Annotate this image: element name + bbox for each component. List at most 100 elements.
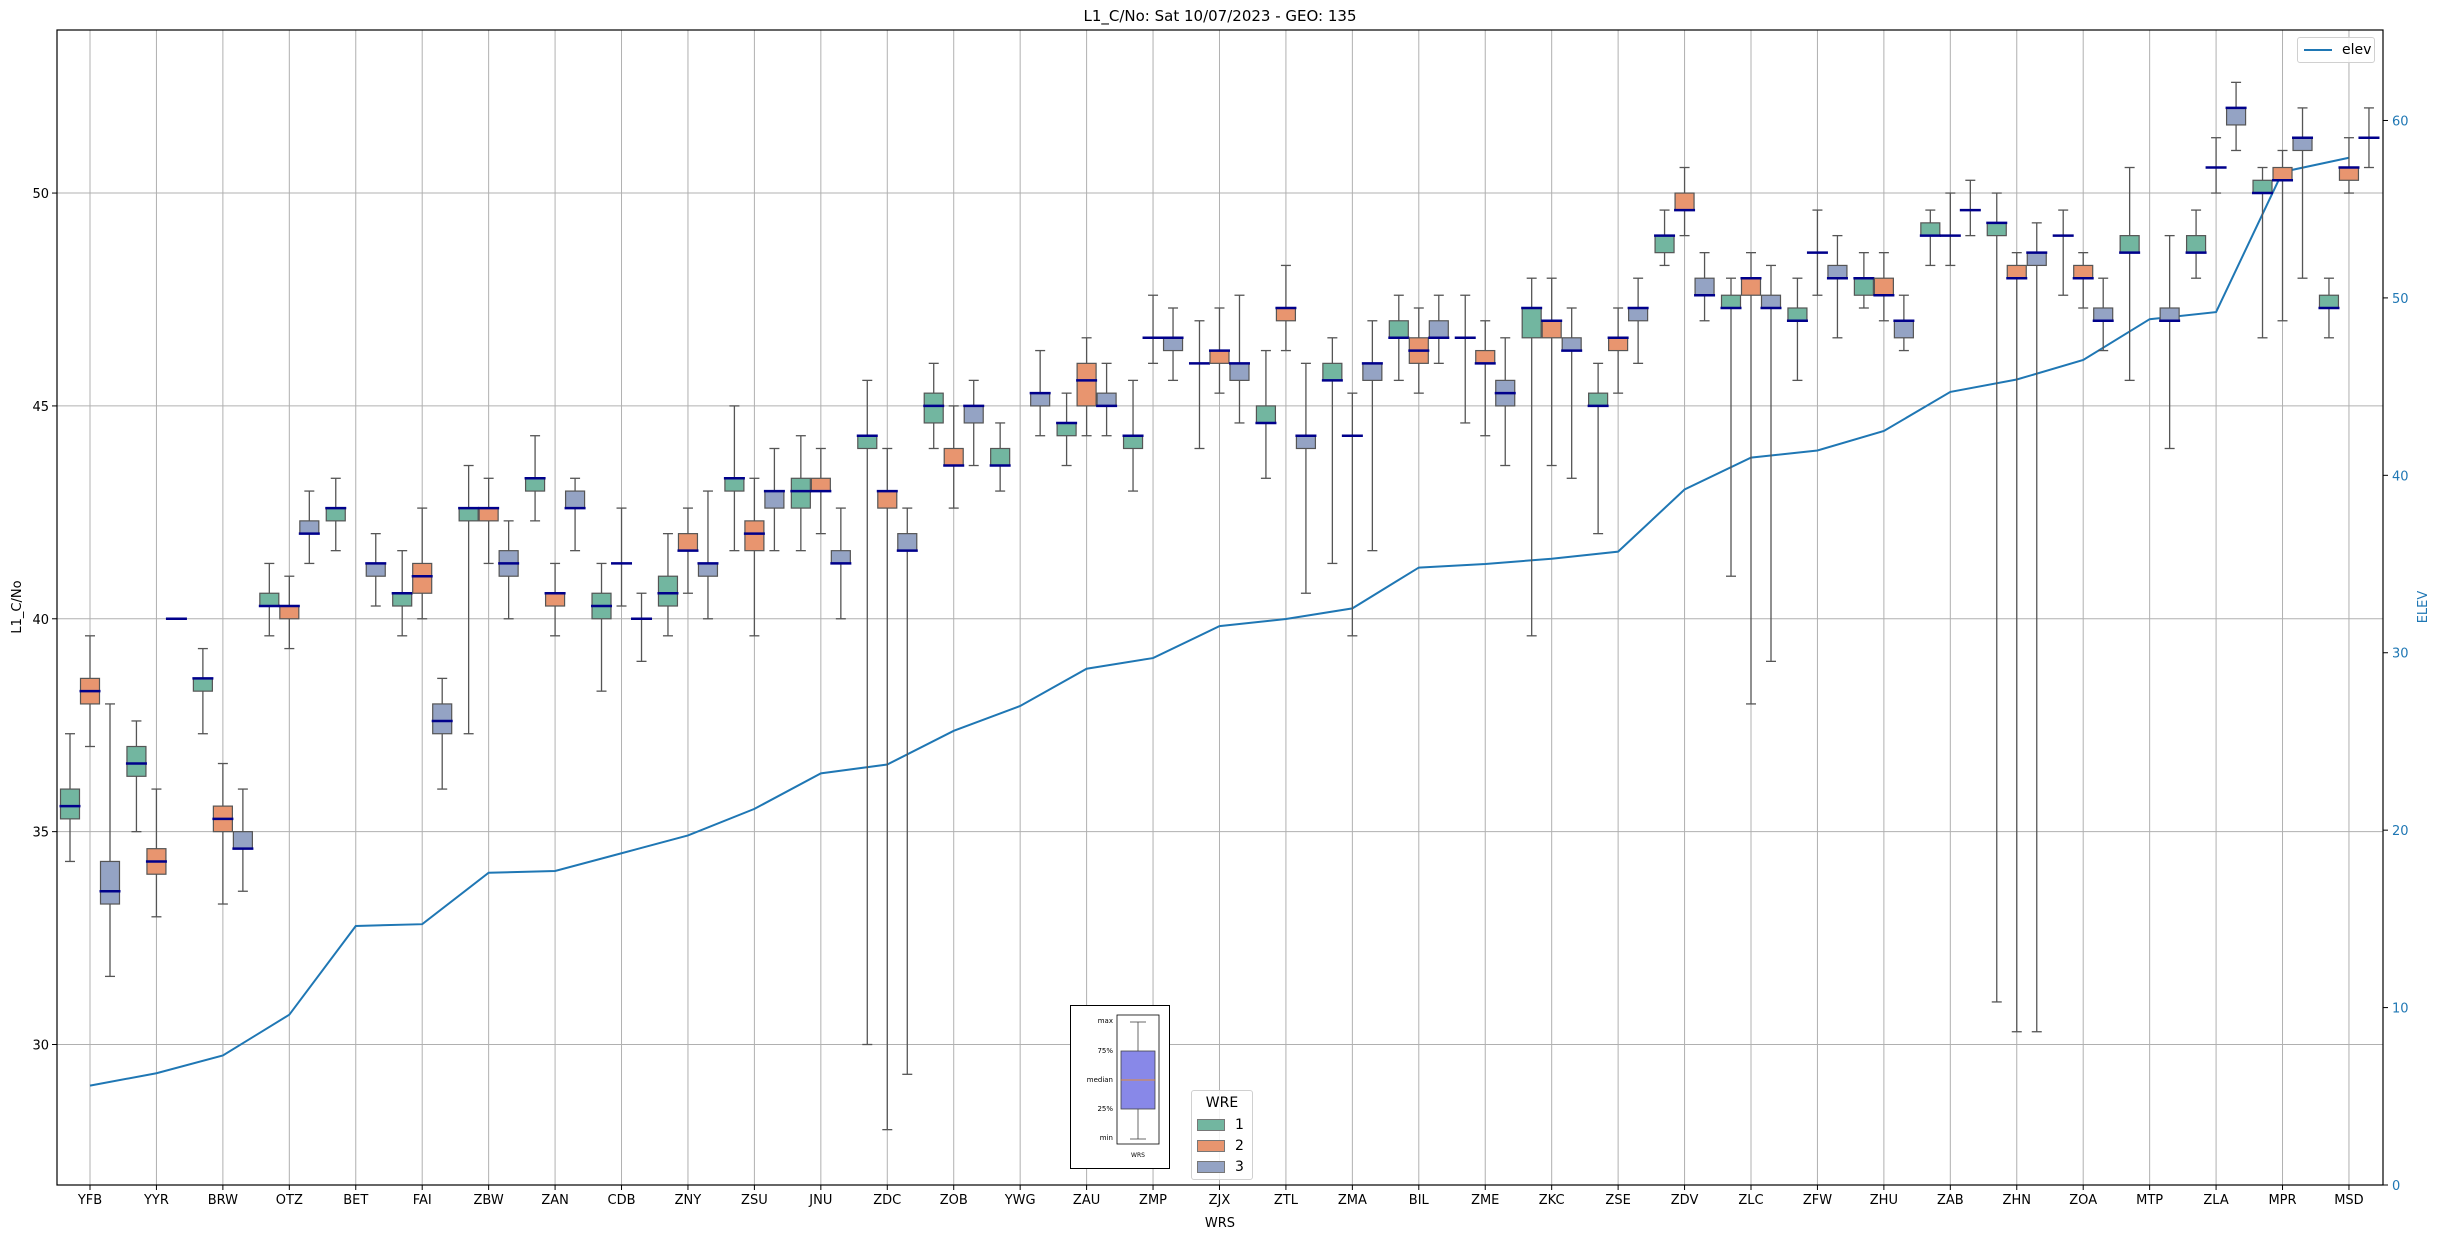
box-wre-3-BET (365, 532, 387, 607)
box-wre-2-ZHU (1873, 252, 1895, 322)
x-tick-label: ZMA (1338, 1193, 1367, 1208)
boxes-layer (59, 81, 2380, 1131)
box-iqr (432, 703, 453, 735)
box-iqr (299, 520, 320, 535)
box-wre-1-BRW (192, 647, 214, 735)
box-wre-2-ZNY (677, 507, 699, 594)
wre-legend: WRE 1 2 3 (1191, 1090, 1253, 1180)
box-iqr (990, 447, 1011, 467)
grid (57, 30, 2383, 1185)
x-tick-label: ZMP (1139, 1193, 1167, 1208)
box-wre-2-JNU (810, 447, 832, 535)
box-iqr (1853, 277, 1874, 296)
box-iqr (1122, 435, 1144, 450)
x-tick-label: ZAB (1937, 1193, 1964, 1208)
box-iqr (1740, 277, 1762, 296)
box-wre-2-FAI (411, 507, 433, 620)
box-wre-1-ZDC (856, 379, 878, 1046)
box-wre-2-ZDV (1674, 166, 1696, 237)
x-tick-label: OTZ (276, 1193, 303, 1208)
x-tick-label: YWG (1004, 1193, 1036, 1208)
box-wre-1-MPR (2252, 166, 2274, 339)
box-wre-2-ZSU (743, 477, 765, 637)
box-iqr (544, 592, 566, 607)
box-iqr (1827, 264, 1848, 279)
box-iqr (1588, 392, 1609, 407)
box-iqr (192, 677, 213, 692)
box-wre-1-ZAB (1919, 209, 1941, 267)
x-tick-label: ZME (1471, 1193, 1499, 1208)
box-wre-1-BET (325, 477, 347, 552)
y-tick-label: 30 (32, 1039, 49, 1054)
box-iqr (1362, 362, 1383, 381)
inset-label-min: min (1099, 1134, 1113, 1142)
box-wre-2-ZKC (1541, 277, 1563, 467)
box-iqr (1986, 222, 2007, 237)
box-wre-1-YWG (989, 422, 1011, 492)
y2-tick-label: 40 (2392, 469, 2409, 484)
y2-tick-label: 20 (2392, 824, 2409, 839)
y-tick-label: 40 (32, 613, 49, 628)
box-wre-2-MPR (2272, 149, 2294, 322)
box-wre-3-ZAN (564, 477, 586, 552)
x-tick-label: ZHU (1870, 1193, 1898, 1208)
boxplot-key-inset: max 75% median 25% min WRS (1070, 1005, 1170, 1169)
axes: YFB YYR BRW OTZ BET FAI ZBW ZAN CDB ZNY ZSU JNU ZDC Z… (32, 114, 2408, 1208)
inset-box-drawing: WRS (1116, 1014, 1160, 1159)
x-tick-label: CDB (608, 1193, 636, 1208)
x-tick-label: ZLA (2203, 1193, 2228, 1208)
box-wre-1-ZSU (723, 405, 745, 552)
box-wre-1-ZBW (458, 464, 480, 735)
box-wre-3-ZJX (1228, 294, 1250, 424)
box-iqr (1893, 320, 1914, 339)
box-iqr (524, 477, 546, 492)
box-wre-2-ZSE (1607, 307, 1629, 394)
x-tick-label: ZOB (940, 1193, 968, 1208)
box-iqr (1674, 192, 1695, 211)
box-wre-3-ZSU (763, 447, 785, 552)
box-iqr (2338, 166, 2360, 181)
box-iqr (1255, 405, 1277, 424)
x-tick-label: ZKC (1539, 1193, 1565, 1208)
box-wre-3-MTP (2159, 234, 2181, 450)
box-iqr (1388, 320, 1409, 339)
box-wre-1-ZDV (1654, 209, 1676, 267)
box-wre-1-ZNY (657, 532, 679, 637)
box-iqr (1275, 307, 1297, 322)
box-wre-1-CDB (591, 562, 613, 692)
box-wre-2-ZME (1474, 320, 1496, 437)
x-tick-label: ZTL (1274, 1193, 1299, 1208)
box-iqr (810, 477, 831, 492)
box-iqr (1608, 337, 1629, 352)
x-tick-label: YYR (143, 1193, 169, 1208)
x-axis-label: WRS (1205, 1216, 1235, 1231)
box-wre-3-YWG (1029, 349, 1051, 437)
box-iqr (897, 533, 918, 552)
wre-legend-label: 2 (1235, 1137, 1244, 1154)
box-iqr (1322, 362, 1343, 381)
box-wre-1-ZMA (1321, 337, 1343, 565)
box-wre-3-YFB (99, 703, 121, 978)
box-wre-1-YFB (59, 733, 81, 863)
box-iqr (392, 592, 413, 607)
wre-swatch-3 (1197, 1160, 1225, 1173)
box-iqr (259, 592, 280, 607)
box-wre-1-MTP (2119, 166, 2141, 382)
box-wre-1-ZOA (2052, 209, 2074, 296)
box-iqr (1428, 320, 1449, 339)
x-tick-label: JNU (808, 1193, 832, 1208)
box-iqr (724, 477, 745, 492)
y2-tick-label: 10 (2392, 1002, 2409, 1017)
box-iqr (126, 745, 147, 777)
y-axis-label: L1_C/No (10, 580, 25, 633)
box-iqr (1873, 277, 1894, 296)
box-iqr (1295, 435, 1317, 450)
box-wre-3-ZHN (2026, 222, 2048, 1033)
x-tick-label: ZBW (474, 1193, 504, 1208)
box-wre-3-ZMA (1361, 320, 1383, 552)
box-wre-2-ZHN (2006, 252, 2028, 1033)
wre-legend-title: WRE (1205, 1095, 1239, 1111)
wre-legend-item: 1 (1192, 1114, 1252, 1135)
box-iqr (564, 490, 586, 509)
x-tick-label: FAI (413, 1193, 432, 1208)
